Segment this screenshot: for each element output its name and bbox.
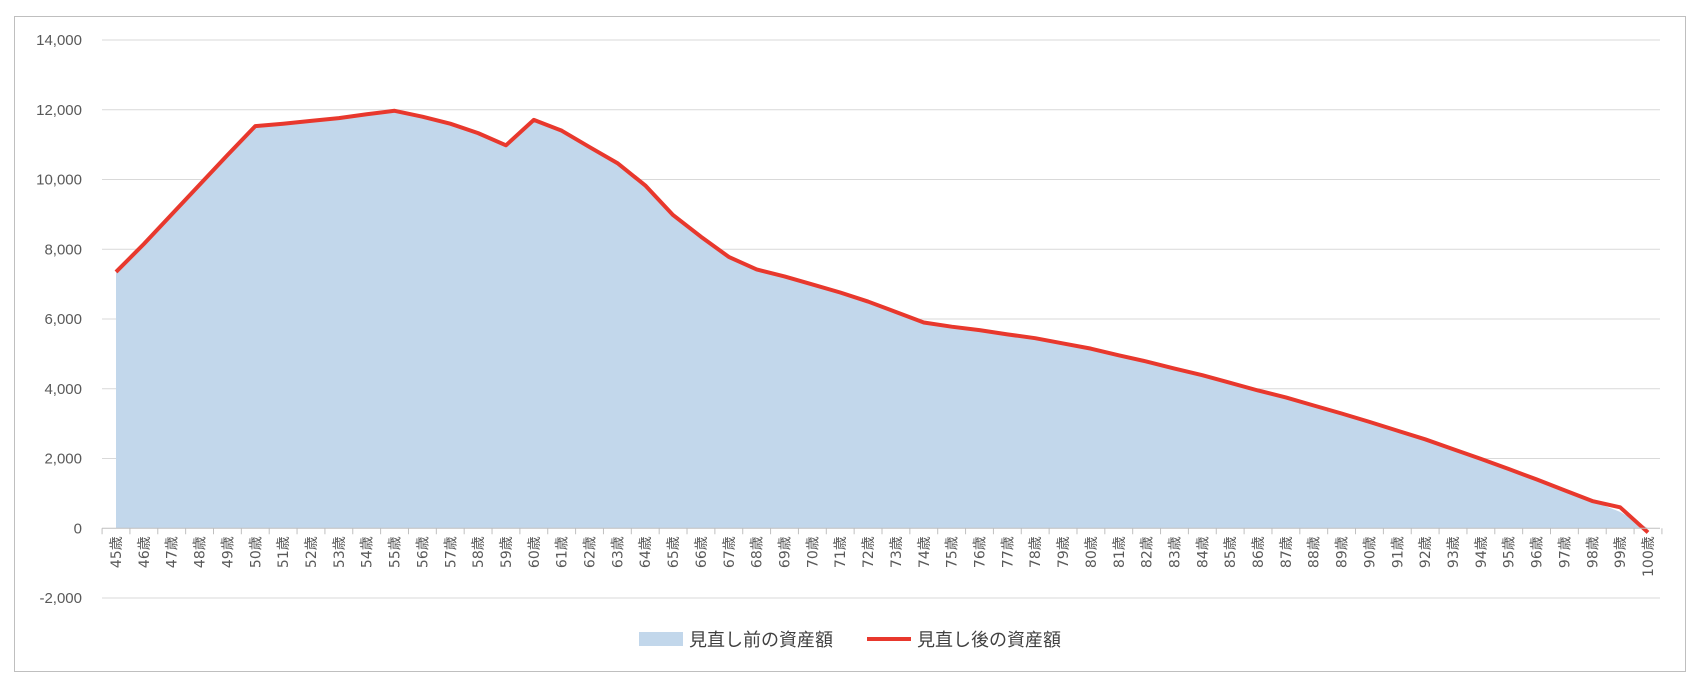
x-tick-label: 75歳 (945, 536, 961, 568)
y-tick-label: 2,000 (44, 451, 82, 468)
x-tick-label: 97歳 (1557, 536, 1573, 568)
legend-label-before: 見直し前の資産額 (689, 630, 833, 651)
x-tick-label: 54歳 (360, 536, 376, 568)
legend-item-before: 見直し前の資産額 (639, 626, 833, 652)
asset-chart: 14,000 12,000 10,000 8,000 6,000 4,000 2,000 0 -… (36, 32, 1663, 607)
x-tick-label: 46歳 (137, 536, 153, 568)
x-tick-label: 52歳 (304, 536, 320, 568)
x-tick-label: 77歳 (1000, 536, 1016, 568)
x-tick-label: 78歳 (1028, 536, 1044, 568)
x-tick-label: 76歳 (972, 536, 988, 568)
x-tick-label: 67歳 (722, 536, 738, 568)
area-series-layer (116, 110, 1648, 529)
x-tick-label: 73歳 (889, 536, 905, 568)
x-tick-label: 57歳 (443, 536, 459, 568)
x-axis-ticks: 45歳 46歳 47歳 48歳 49歳 50歳 51歳 52歳 53歳 54歳 55歳 56歳 57歳 5… (109, 536, 1657, 577)
y-tick-label: 14,000 (36, 32, 82, 49)
x-tick-label: 87歳 (1279, 536, 1295, 568)
x-tick-label: 58歳 (471, 536, 487, 568)
x-tick-label: 56歳 (415, 536, 431, 568)
x-tick-label: 62歳 (583, 536, 599, 568)
x-tick-label: 69歳 (778, 536, 794, 568)
legend-swatch-area (639, 632, 683, 646)
x-tick-label: 50歳 (248, 536, 264, 568)
x-tick-label: 93歳 (1446, 536, 1462, 568)
x-tick-label: 59歳 (499, 536, 515, 568)
line-series-after (114, 108, 1650, 534)
legend-label-after: 見直し後の資産額 (917, 630, 1061, 651)
legend: 見直し前の資産額 見直し後の資産額 (0, 624, 1700, 654)
x-tick-label: 92歳 (1418, 536, 1434, 568)
x-tick-label: 74歳 (917, 536, 933, 568)
x-tick-label: 84歳 (1195, 536, 1211, 568)
x-tick-label: 61歳 (555, 536, 571, 568)
x-tick-label: 83歳 (1167, 536, 1183, 568)
x-tick-label: 66歳 (694, 536, 710, 568)
x-tick-label: 100歳 (1641, 536, 1657, 577)
x-tick-label: 63歳 (610, 536, 626, 568)
y-tick-label: 12,000 (36, 102, 82, 119)
y-tick-label: 10,000 (36, 172, 82, 189)
x-tick-label: 85歳 (1223, 536, 1239, 568)
x-tick-label: 55歳 (388, 536, 404, 568)
x-tick-label: 60歳 (527, 536, 543, 568)
x-tick-label: 82歳 (1140, 536, 1156, 568)
area-series-before (116, 110, 1648, 529)
x-tick-label: 79歳 (1056, 536, 1072, 568)
x-tick-label: 45歳 (109, 536, 125, 568)
x-tick-label: 96歳 (1530, 536, 1546, 568)
x-tick-label: 72歳 (861, 536, 877, 568)
x-tick-label: 51歳 (276, 536, 292, 568)
x-tick-label: 47歳 (165, 536, 181, 568)
y-tick-label: 0 (74, 520, 82, 537)
line-series-layer (114, 108, 1650, 534)
x-tick-label: 48歳 (193, 536, 209, 568)
y-axis-ticks: 14,000 12,000 10,000 8,000 6,000 4,000 2,000 0 -… (36, 32, 82, 607)
y-tick-label: 8,000 (44, 241, 82, 258)
x-tick-label: 95歳 (1502, 536, 1518, 568)
x-tick-label: 53歳 (332, 536, 348, 568)
x-tick-label: 64歳 (638, 536, 654, 568)
legend-swatch-line (867, 637, 911, 641)
y-tick-label: 4,000 (44, 381, 82, 398)
x-tick-label: 99歳 (1613, 536, 1629, 568)
x-tick-label: 68歳 (750, 536, 766, 568)
x-tick-label: 65歳 (666, 536, 682, 568)
x-tick-label: 80歳 (1084, 536, 1100, 568)
x-tick-label: 91歳 (1390, 536, 1406, 568)
x-tick-label: 49歳 (220, 536, 236, 568)
x-tick-label: 90歳 (1362, 536, 1378, 568)
x-tick-label: 86歳 (1251, 536, 1267, 568)
x-tick-label: 70歳 (805, 536, 821, 568)
x-tick-label: 81歳 (1112, 536, 1128, 568)
x-axis (101, 527, 1663, 535)
legend-item-after: 見直し後の資産額 (867, 626, 1061, 652)
y-tick-label: -2,000 (39, 590, 82, 607)
x-tick-label: 89歳 (1335, 536, 1351, 568)
x-tick-label: 88歳 (1307, 536, 1323, 568)
y-tick-label: 6,000 (44, 311, 82, 328)
x-tick-label: 71歳 (833, 536, 849, 568)
x-tick-label: 94歳 (1474, 536, 1490, 568)
x-tick-label: 98歳 (1585, 536, 1601, 568)
